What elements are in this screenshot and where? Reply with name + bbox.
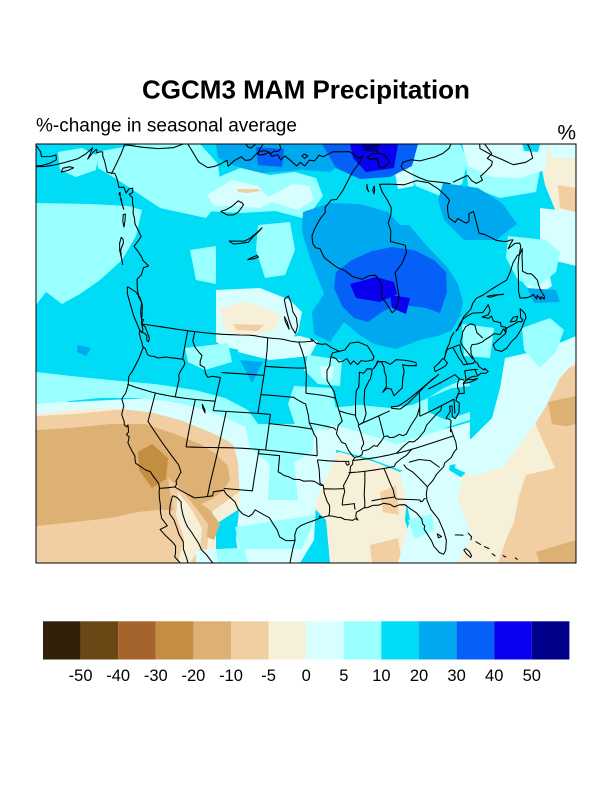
svg-text:5: 5	[339, 667, 348, 685]
svg-text:CGCM3 MAM Precipitation: CGCM3 MAM Precipitation	[142, 75, 470, 105]
svg-text:%-change in seasonal average: %-change in seasonal average	[36, 116, 297, 137]
svg-text:10: 10	[372, 667, 390, 685]
svg-text:-40: -40	[106, 667, 130, 685]
svg-text:-20: -20	[181, 667, 205, 685]
svg-text:-10: -10	[219, 667, 243, 685]
svg-text:-5: -5	[261, 667, 276, 685]
svg-text:20: 20	[410, 667, 428, 685]
svg-text:0: 0	[302, 667, 311, 685]
svg-text:-30: -30	[144, 667, 168, 685]
svg-text:30: 30	[447, 667, 465, 685]
svg-text:-50: -50	[69, 667, 93, 685]
svg-text:40: 40	[485, 667, 503, 685]
svg-text:%: %	[557, 122, 576, 145]
svg-text:50: 50	[523, 667, 541, 685]
